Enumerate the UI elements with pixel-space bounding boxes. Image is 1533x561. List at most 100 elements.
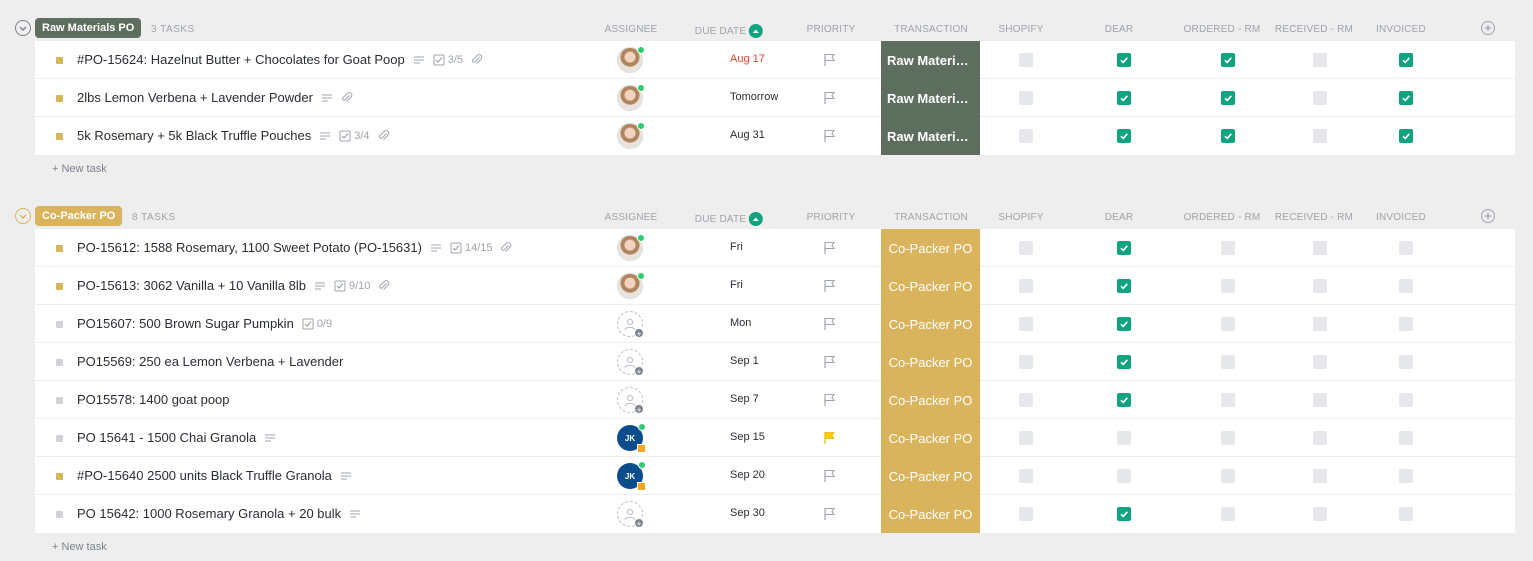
new-task-button[interactable]: + New task [52,163,107,175]
column-header-assignee[interactable]: ASSIGNEE [605,24,658,35]
transaction-dropdown[interactable]: Co-Packer PO [881,495,980,533]
invoiced-checkbox[interactable] [1399,241,1413,255]
column-header-transaction[interactable]: TRANSACTION [894,212,968,223]
ordered-checkbox[interactable] [1221,431,1235,445]
dear-checkbox[interactable] [1117,91,1131,105]
column-header-ordered-rm[interactable]: ORDERED - RM [1184,212,1261,223]
shopify-checkbox[interactable] [1019,317,1033,331]
sort-ascending-icon[interactable] [749,24,764,38]
transaction-dropdown[interactable]: Raw Material... [881,117,980,155]
assignee-avatar[interactable]: JK [617,461,646,491]
task-name[interactable]: PO-15613: 3062 Vanilla + 10 Vanilla 8lb 9… [77,278,390,293]
ordered-checkbox[interactable] [1221,129,1235,143]
task-title[interactable]: PO 15641 - 1500 Chai Granola [77,430,257,445]
task-name[interactable]: PO 15642: 1000 Rosemary Granola + 20 bul… [77,506,361,521]
column-header-dear[interactable]: DEAR [1105,24,1134,35]
new-task-button[interactable]: + New task [52,541,107,553]
column-header-invoiced[interactable]: INVOICED [1376,212,1426,223]
add-assignee-button[interactable]: + [617,311,644,339]
ordered-checkbox[interactable] [1221,469,1235,483]
shopify-checkbox[interactable] [1019,507,1033,521]
received-checkbox[interactable] [1313,469,1327,483]
assignee-avatar[interactable] [617,84,645,111]
priority-flag-icon[interactable] [823,393,837,407]
shopify-checkbox[interactable] [1019,279,1033,293]
task-name[interactable]: PO-15612: 1588 Rosemary, 1100 Sweet Pota… [77,240,512,255]
assignee-avatar[interactable]: JK [617,423,646,453]
status-indicator[interactable] [56,473,63,480]
ordered-checkbox[interactable] [1221,393,1235,407]
task-title[interactable]: PO-15612: 1588 Rosemary, 1100 Sweet Pota… [77,240,422,255]
shopify-checkbox[interactable] [1019,241,1033,255]
transaction-dropdown[interactable]: Co-Packer PO [881,305,980,343]
status-indicator[interactable] [56,245,63,252]
priority-flag-icon[interactable] [823,317,837,331]
dear-checkbox[interactable] [1117,355,1131,369]
assignee-avatar[interactable] [617,234,645,261]
invoiced-checkbox[interactable] [1399,507,1413,521]
received-checkbox[interactable] [1313,355,1327,369]
ordered-checkbox[interactable] [1221,317,1235,331]
status-indicator[interactable] [56,435,63,442]
transaction-dropdown[interactable]: Co-Packer PO [881,419,980,457]
ordered-checkbox[interactable] [1221,279,1235,293]
status-indicator[interactable] [56,511,63,518]
dear-checkbox[interactable] [1117,241,1131,255]
received-checkbox[interactable] [1313,507,1327,521]
status-indicator[interactable] [56,359,63,366]
task-title[interactable]: PO15607: 500 Brown Sugar Pumpkin [77,316,294,331]
task-row[interactable]: PO 15642: 1000 Rosemary Granola + 20 bul… [35,495,1515,533]
invoiced-checkbox[interactable] [1399,317,1413,331]
column-header-shopify[interactable]: SHOPIFY [998,24,1043,35]
task-row[interactable]: PO15607: 500 Brown Sugar Pumpkin 0/9 + Mon C… [35,305,1515,343]
invoiced-checkbox[interactable] [1399,469,1413,483]
priority-flag-high-icon[interactable] [823,431,837,445]
task-row[interactable]: 2lbs Lemon Verbena + Lavender Powder Tomo… [35,79,1515,117]
column-header-transaction[interactable]: TRANSACTION [894,24,968,35]
invoiced-checkbox[interactable] [1399,393,1413,407]
priority-flag-icon[interactable] [823,129,837,143]
task-row[interactable]: PO-15612: 1588 Rosemary, 1100 Sweet Pota… [35,229,1515,267]
task-row[interactable]: PO15578: 1400 goat poop + Sep 7 Co-Packer P… [35,381,1515,419]
dear-checkbox[interactable] [1117,393,1131,407]
shopify-checkbox[interactable] [1019,393,1033,407]
task-name[interactable]: #PO-15640 2500 units Black Truffle Grano… [77,468,352,483]
status-indicator[interactable] [56,95,63,102]
dear-checkbox[interactable] [1117,469,1131,483]
task-row[interactable]: PO-15613: 3062 Vanilla + 10 Vanilla 8lb 9… [35,267,1515,305]
priority-flag-icon[interactable] [823,469,837,483]
task-row[interactable]: #PO-15624: Hazelnut Butter + Chocolates … [35,41,1515,79]
received-checkbox[interactable] [1313,393,1327,407]
add-assignee-button[interactable]: + [617,387,644,415]
column-header-invoiced[interactable]: INVOICED [1376,24,1426,35]
priority-flag-icon[interactable] [823,91,837,105]
received-checkbox[interactable] [1313,91,1327,105]
task-title[interactable]: PO15578: 1400 goat poop [77,392,230,407]
received-checkbox[interactable] [1313,279,1327,293]
received-checkbox[interactable] [1313,129,1327,143]
ordered-checkbox[interactable] [1221,91,1235,105]
transaction-dropdown[interactable]: Raw Material... [881,79,980,117]
group-name[interactable]: Raw Materials PO [35,18,142,38]
transaction-dropdown[interactable]: Co-Packer PO [881,229,980,267]
column-header-shopify[interactable]: SHOPIFY [998,212,1043,223]
task-name[interactable]: 2lbs Lemon Verbena + Lavender Powder [77,90,353,105]
column-header-received-rm[interactable]: RECEIVED - RM [1275,24,1353,35]
priority-flag-icon[interactable] [823,279,837,293]
task-row[interactable]: PO 15641 - 1500 Chai Granola JK Sep 15 Co-P… [35,419,1515,457]
status-indicator[interactable] [56,397,63,404]
task-row[interactable]: 5k Rosemary + 5k Black Truffle Pouches 3/… [35,117,1515,155]
invoiced-checkbox[interactable] [1399,129,1413,143]
column-header-due-date[interactable]: DUE DATE [695,212,764,226]
group-name[interactable]: Co-Packer PO [35,206,123,226]
column-header-dear[interactable]: DEAR [1105,212,1134,223]
invoiced-checkbox[interactable] [1399,53,1413,67]
received-checkbox[interactable] [1313,53,1327,67]
dear-checkbox[interactable] [1117,279,1131,293]
column-header-ordered-rm[interactable]: ORDERED - RM [1184,24,1261,35]
received-checkbox[interactable] [1313,241,1327,255]
received-checkbox[interactable] [1313,431,1327,445]
priority-flag-icon[interactable] [823,241,837,255]
ordered-checkbox[interactable] [1221,53,1235,67]
column-header-assignee[interactable]: ASSIGNEE [605,212,658,223]
